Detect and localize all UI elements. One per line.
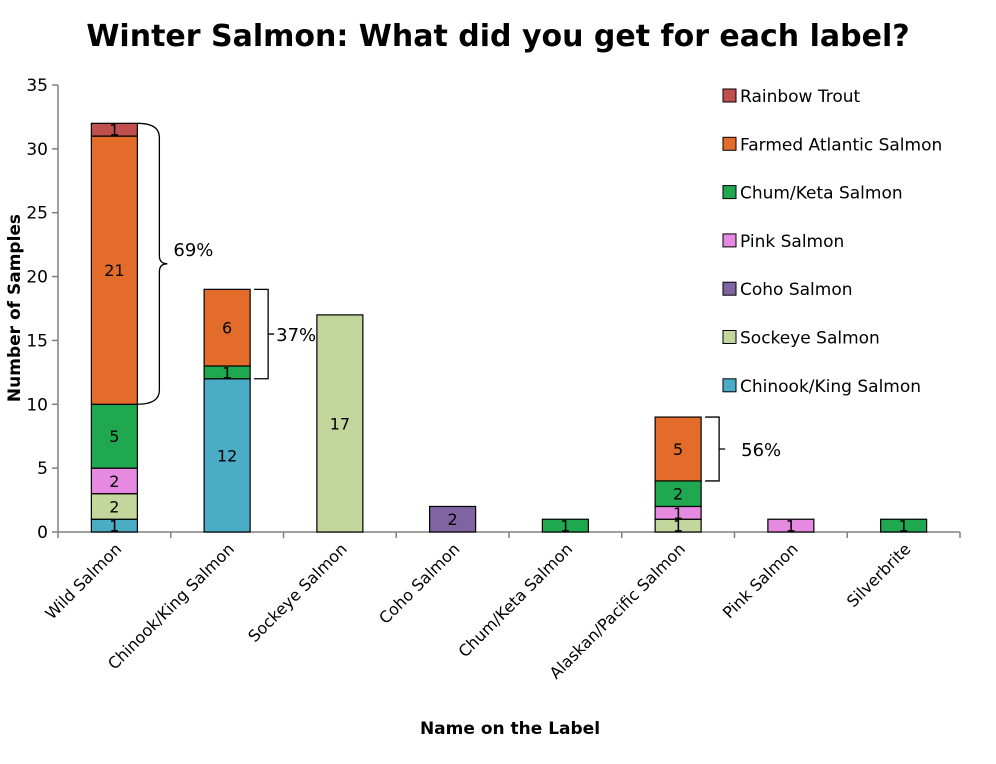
bracket [137,122,168,405]
legend-label-coho-salmon: Coho Salmon [740,280,853,300]
legend-swatch-farmed-atlantic-salmon [722,136,737,151]
x-tick-label: Wild Salmon [41,539,125,623]
x-tick-label: Chum/Keta Salmon [455,539,577,661]
bar-segment-coho-salmon [429,505,477,533]
y-tick-label: 10 [26,395,48,415]
bar-value-label: 2 [673,485,683,504]
legend-swatch-pink-salmon [722,233,737,248]
bar-segment-rainbow-trout [90,122,138,137]
x-tick-label: Coho Salmon [375,539,463,627]
bar-segment-farmed-atlantic-salmon [90,135,138,405]
bar-value-label: 1 [109,517,119,536]
bar-segment-farmed-atlantic-salmon [654,416,702,482]
bar-segment-chinook-king-salmon [203,378,251,533]
legend-swatch-chum-keta-salmon [722,185,737,200]
bracket [254,288,275,380]
legend-label-sockeye-salmon: Sockeye Salmon [740,329,880,349]
bar-value-label: 12 [217,446,237,465]
bar-value-label: 2 [448,510,458,529]
legend-swatch-rainbow-trout [722,88,737,103]
legend-swatch-coho-salmon [722,281,737,296]
x-tick-label: Pink Salmon [719,539,802,622]
y-tick-label: 20 [26,268,48,288]
bar-value-label: 1 [560,517,570,536]
y-tick-label: 15 [26,331,48,351]
annotations: 69% 37% 56% [137,122,781,482]
y-tick-label: 0 [37,523,48,543]
bar-value-label: 1 [222,363,232,382]
bar-value-label: 1 [899,517,909,536]
bar-segment-chum-keta-salmon [90,403,138,469]
x-tick-label: Silverbrite [843,539,915,611]
bar-value-label: 2 [109,472,119,491]
y-tick-label: 25 [26,204,48,224]
percentage-annotation: 69% [173,240,213,261]
x-axis-title: Name on the Label [420,719,600,739]
bar-value-label: 1 [109,121,119,140]
bar-segment-chum-keta-salmon [654,480,702,508]
y-tick-label: 30 [26,140,48,160]
y-tick-label: 5 [37,459,48,479]
bar-segment-chum-keta-salmon [880,518,928,533]
legend-swatch-chinook-king-salmon [722,378,737,393]
bar-value-label: 6 [222,319,232,338]
bars [90,122,928,533]
x-tick-label: Sockeye Salmon [244,539,350,645]
bar-segment-sockeye-salmon [316,314,364,533]
legend-label-chinook-king-salmon: Chinook/King Salmon [740,377,921,397]
bar-segment-pink-salmon [767,518,815,533]
bar-value-label: 21 [104,261,124,280]
percentage-annotation: 37% [276,325,316,346]
y-axis-title: Number of Samples [5,214,25,402]
legend-label-farmed-atlantic-salmon: Farmed Atlantic Salmon [740,135,942,155]
bar-segment-farmed-atlantic-salmon [203,288,251,367]
bar-value-label: 5 [109,427,119,446]
y-tick-label: 35 [26,76,48,96]
legend-label-chum-keta-salmon: Chum/Keta Salmon [740,184,903,204]
bar-value-label: 5 [673,440,683,459]
bar-value-label: 1 [673,517,683,536]
bar-value-label: 1 [673,504,683,523]
legend-label-rainbow-trout: Rainbow Trout [740,87,861,107]
x-tick-label: Chinook/King Salmon [104,539,238,673]
legend-label-pink-salmon: Pink Salmon [740,232,844,252]
legend-swatch-sockeye-salmon [722,330,737,344]
legend: Rainbow Trout Farmed Atlantic Salmon Chum/… [722,87,942,397]
bar-value-label: 1 [786,517,796,536]
bar-segment-sockeye-salmon [90,493,138,520]
percentage-annotation: 56% [741,440,781,461]
bar-value-label: 2 [109,497,119,516]
bar-segment-chum-keta-salmon [541,518,589,533]
bracket [705,416,726,482]
bar-value-label: 17 [330,414,350,433]
chart-title: Winter Salmon: What did you get for each… [86,19,909,54]
